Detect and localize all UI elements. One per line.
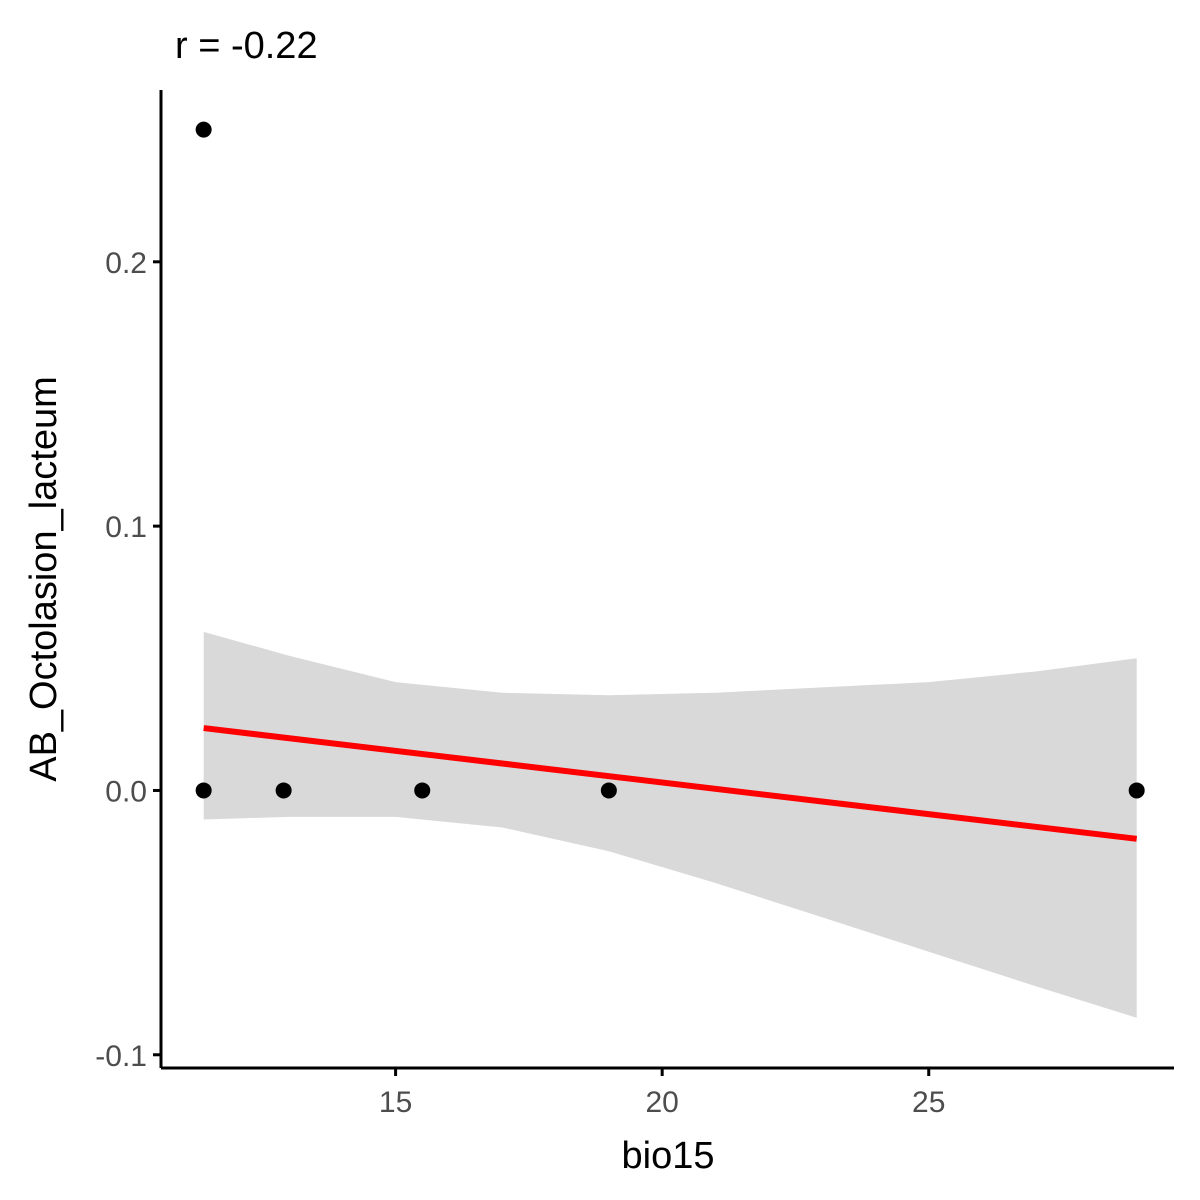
data-point (414, 782, 431, 799)
data-points-layer (195, 121, 1145, 799)
regression-line (203, 725, 1138, 842)
data-point (195, 782, 212, 799)
x-tick-label: 15 (379, 1086, 412, 1119)
axes-layer (159, 90, 1174, 1070)
x-axis-title: bio15 (622, 1135, 715, 1177)
y-tick-label: 0.2 (105, 247, 147, 280)
data-point (275, 782, 292, 799)
y-tick-label: -0.1 (95, 1040, 147, 1073)
data-point (1128, 782, 1145, 799)
y-tick-label: 0.1 (105, 511, 147, 544)
ticks-layer: -0.1 0.0 0.1 0.2 15 20 25 (95, 247, 945, 1119)
data-point (600, 782, 617, 799)
fit-line-layer (203, 725, 1138, 842)
confidence-band (203, 631, 1137, 1018)
chart-title: r = -0.22 (175, 25, 318, 67)
confidence-band-layer (203, 631, 1137, 1018)
y-axis-title: AB_Octolasion_lacteum (23, 376, 65, 782)
x-tick-label: 25 (912, 1086, 945, 1119)
y-tick-label: 0.0 (105, 775, 147, 808)
x-tick-label: 20 (645, 1086, 678, 1119)
data-point (195, 121, 212, 138)
